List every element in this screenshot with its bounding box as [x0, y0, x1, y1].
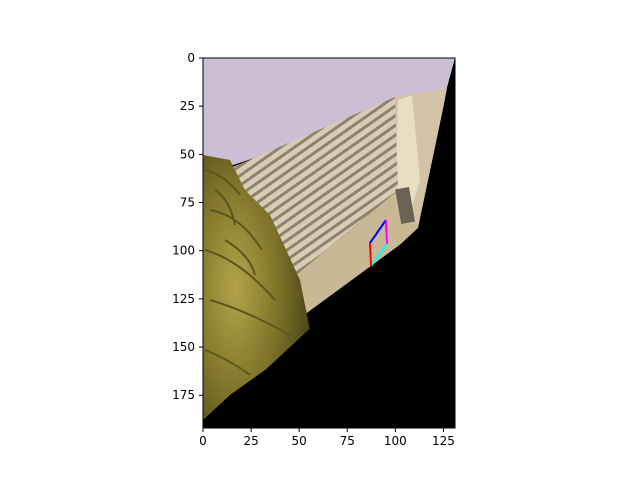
- x-tick-label: 0: [199, 434, 207, 448]
- photo: [203, 58, 455, 428]
- y-axis: 0 25 50 75 100 125 150 175: [172, 51, 203, 402]
- x-tick-label: 25: [243, 434, 258, 448]
- y-tick-label: 100: [172, 244, 195, 258]
- x-tick-label: 125: [432, 434, 455, 448]
- palm-fronds: [204, 169, 291, 376]
- x-tick-label: 75: [340, 434, 355, 448]
- axes-frame: [202, 57, 456, 429]
- y-tick-label: 75: [180, 196, 195, 210]
- window: [395, 187, 416, 224]
- annotation-edge-red: [369, 242, 372, 267]
- annotation-box: [369, 219, 388, 267]
- y-tick-label: 150: [172, 340, 195, 354]
- y-tick-label: 50: [180, 147, 195, 161]
- annotation-edge-magenta: [385, 219, 388, 245]
- annotation-edge-blue: [369, 219, 387, 244]
- x-tick-label: 100: [384, 434, 407, 448]
- x-tick-label: 50: [292, 434, 307, 448]
- y-tick-label: 25: [180, 99, 195, 113]
- sky-region: [203, 58, 455, 175]
- x-axis: 0 25 50 75 100 125: [199, 428, 455, 448]
- y-tick-label: 0: [187, 51, 195, 65]
- warp-void: [203, 58, 455, 428]
- annotation-edge-cyan: [370, 243, 388, 267]
- y-tick-label: 175: [172, 388, 195, 402]
- y-tick-label: 125: [172, 292, 195, 306]
